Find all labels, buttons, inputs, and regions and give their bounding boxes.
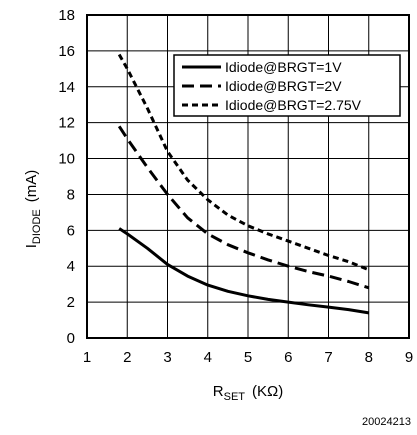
y-tick-label: 6	[67, 222, 75, 239]
x-axis-label-unit: (KΩ)	[252, 383, 283, 400]
y-axis-label: IDIODE (mA)	[23, 170, 43, 249]
x-tick-label: 5	[244, 349, 252, 366]
x-tick-label: 9	[405, 349, 413, 366]
figure-id: 20024213	[362, 416, 411, 428]
x-tick-label: 3	[163, 349, 171, 366]
y-tick-label: 18	[58, 7, 75, 24]
x-tick-label: 2	[123, 349, 131, 366]
y-tick-label: 4	[67, 258, 75, 275]
x-tick-label: 1	[83, 349, 91, 366]
y-tick-label: 8	[67, 186, 75, 203]
plot-frame	[86, 14, 410, 339]
x-tick-label: 6	[284, 349, 292, 366]
y-tick-label: 12	[58, 115, 75, 132]
x-tick-label: 8	[365, 349, 373, 366]
series-line-2	[117, 125, 370, 290]
x-axis-label-sub: SET	[224, 391, 246, 403]
series-line-1	[118, 227, 370, 315]
y-tick-label: 2	[67, 294, 75, 311]
series-lines	[117, 53, 370, 315]
legend-label-1: Idiode@BRGT=1V	[225, 59, 342, 75]
x-tick-label: 7	[324, 349, 332, 366]
legend: Idiode@BRGT=1V Idiode@BRGT=2V Idiode@BRGT=…	[173, 54, 401, 117]
legend-box	[173, 54, 401, 117]
legend-label-3: Idiode@BRGT=2.75V	[225, 97, 362, 113]
series-line-3	[117, 53, 370, 272]
x-tick-label: 4	[204, 349, 212, 366]
y-axis-label-main: I	[23, 244, 40, 248]
x-axis-label-main: R	[213, 383, 224, 400]
y-axis-label-unit: (mA)	[23, 170, 40, 203]
x-axis-label: RSET (KΩ)	[213, 383, 283, 403]
y-tick-label: 14	[58, 79, 75, 96]
y-tick-label: 10	[58, 151, 75, 168]
y-tick-label: 16	[58, 43, 75, 60]
legend-label-2: Idiode@BRGT=2V	[225, 78, 342, 94]
y-tick-label: 0	[67, 330, 75, 347]
y-axis-label-sub: DIODE	[31, 209, 43, 244]
